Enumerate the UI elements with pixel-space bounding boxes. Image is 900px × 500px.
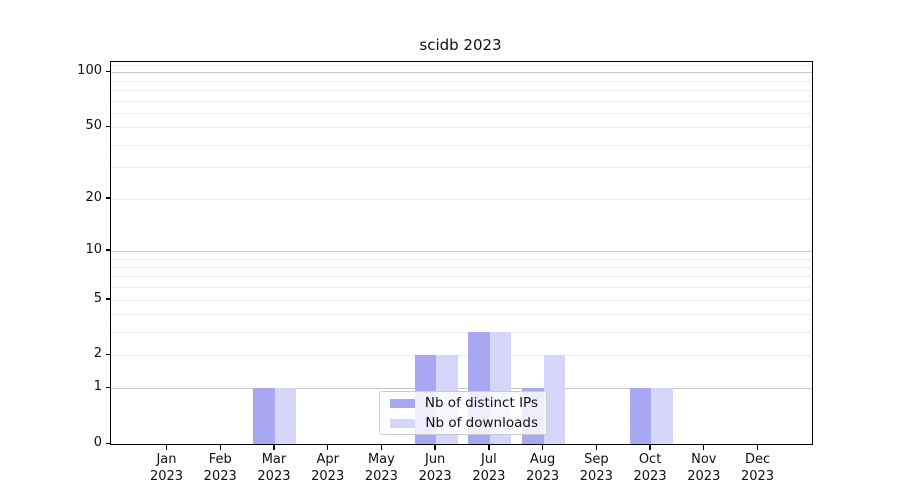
x-tick-label: Oct 2023: [633, 452, 667, 484]
y-tick-mark: [106, 125, 111, 128]
gridline-minor: [111, 167, 812, 169]
bar-downloads: [274, 388, 297, 444]
x-tick-mark: [595, 444, 598, 450]
plot-area: [110, 61, 813, 445]
legend-item-label: Nb of downloads: [425, 415, 538, 431]
gridline-minor: [111, 355, 812, 357]
gridline-major: [111, 388, 812, 390]
legend: Nb of distinct IPs Nb of downloads: [379, 391, 547, 435]
y-tick-mark: [106, 442, 111, 444]
gridline-minor: [111, 299, 812, 301]
gridline-minor: [111, 80, 812, 82]
x-tick-label: Aug 2023: [526, 452, 560, 484]
chart-title: scidb 2023: [419, 36, 502, 54]
x-tick-label: Nov 2023: [687, 452, 721, 484]
gridline-minor: [111, 266, 812, 268]
gridline-minor: [111, 144, 812, 146]
x-tick-mark: [649, 444, 651, 450]
x-tick-label: May 2023: [364, 452, 398, 484]
gridline-minor: [111, 112, 812, 114]
x-tick-mark: [165, 444, 168, 450]
x-tick-mark: [703, 444, 705, 450]
y-tick-label: 5: [93, 290, 102, 306]
bar-downloads: [543, 355, 566, 444]
x-tick-label: Jul 2023: [472, 452, 506, 484]
y-tick-mark: [106, 353, 111, 356]
y-tick-label: 1: [93, 379, 102, 395]
x-tick-mark: [434, 444, 436, 450]
gridline-minor: [111, 127, 812, 129]
x-tick-mark: [380, 444, 383, 450]
legend-row: Nb of downloads: [390, 415, 538, 431]
x-tick-mark: [488, 444, 490, 450]
y-tick-label: 20: [85, 189, 102, 205]
gridline-minor: [111, 100, 812, 102]
x-tick-label: Feb 2023: [203, 452, 237, 484]
legend-swatch-icon: [390, 398, 415, 408]
gridline-minor: [111, 314, 812, 316]
bar-downloads: [651, 388, 673, 444]
x-tick-label: Apr 2023: [311, 452, 345, 484]
y-tick-label: 0: [93, 435, 102, 450]
x-tick-mark: [326, 444, 329, 450]
x-tick-mark: [273, 444, 275, 450]
gridline-minor: [111, 258, 812, 260]
gridline-minor: [111, 287, 812, 289]
x-tick-mark: [219, 444, 221, 450]
x-tick-label: Jan 2023: [149, 452, 184, 484]
bar-distinct-ips: [629, 388, 652, 444]
legend-swatch-icon: [390, 418, 415, 428]
gridline-minor: [111, 198, 812, 200]
gridline-minor: [111, 64, 812, 66]
y-tick-mark: [106, 249, 111, 251]
y-tick-label: 50: [85, 118, 102, 134]
bar-distinct-ips: [253, 388, 275, 444]
y-tick-label: 100: [77, 63, 102, 79]
legend-item-label: Nb of distinct IPs: [424, 395, 538, 411]
x-tick-label: Sep 2023: [579, 452, 613, 484]
y-tick-mark: [106, 298, 111, 300]
y-tick-label: 2: [93, 346, 102, 362]
x-tick-label: Jun 2023: [418, 452, 452, 484]
gridline-minor: [111, 276, 812, 278]
y-tick-label: 10: [85, 241, 102, 257]
gridline-major: [111, 72, 812, 74]
x-tick-label: Mar 2023: [257, 452, 291, 484]
y-tick-mark: [106, 70, 111, 73]
gridline-minor: [111, 332, 812, 334]
x-tick-label: Dec 2023: [740, 452, 775, 484]
gridline-minor: [111, 89, 812, 91]
y-tick-mark: [106, 197, 111, 199]
x-tick-mark: [756, 444, 759, 450]
gridline-major: [111, 250, 812, 252]
y-tick-mark: [106, 386, 111, 389]
x-tick-mark: [541, 444, 544, 450]
legend-row: Nb of distinct IPs: [390, 395, 538, 411]
